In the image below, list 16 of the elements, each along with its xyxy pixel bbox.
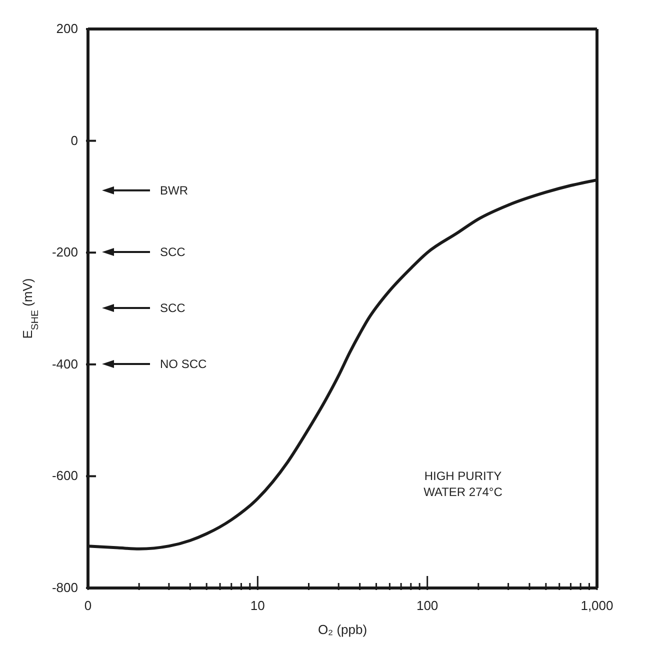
x-tick-label: 1,000 [580,598,614,613]
y-tick-label: 0 [70,132,78,148]
y-tick-label: 200 [56,21,78,36]
annotation: SCC [160,245,186,259]
annotation: SCC [160,301,186,315]
x-tick-label: 100 [416,598,438,613]
annotation: BWR [160,183,188,198]
y-tick-label: -800 [52,580,78,595]
x-axis-title: O₂ (ppb) [318,622,368,637]
y-tick-label: -400 [52,356,78,372]
x-tick-label: 10 [250,598,265,613]
y-tick-label: -200 [52,244,78,260]
x-tick-label: 0 [84,598,92,613]
annotation: NO SCC [160,357,208,371]
y-tick-label: -600 [52,468,78,484]
annotation: HIGH PURITY WATER 274°C [422,468,504,500]
